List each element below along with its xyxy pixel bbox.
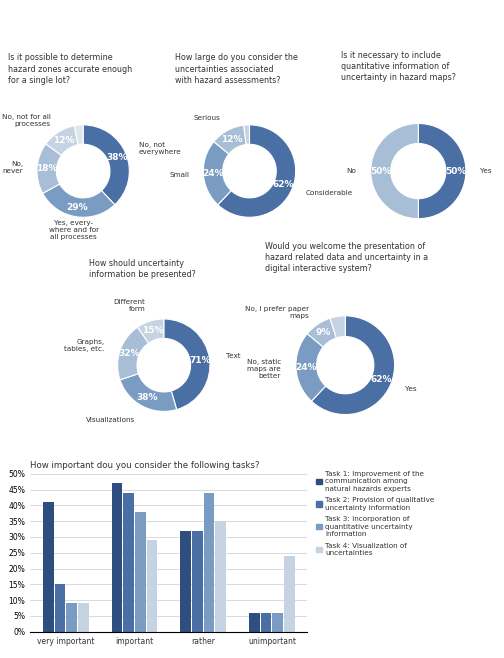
Text: Would you welcome the presentation of
hazard related data and uncertainty in a
d: Would you welcome the presentation of ha…	[265, 242, 428, 273]
Text: 62%: 62%	[273, 180, 294, 189]
Text: Visualizations: Visualizations	[86, 417, 135, 423]
Wedge shape	[218, 125, 296, 217]
Text: 12%: 12%	[53, 136, 75, 145]
Text: 50%: 50%	[445, 166, 467, 176]
Wedge shape	[83, 125, 130, 205]
Legend: Task 1: Improvement of the
communication among
natural hazards experts, Task 2: : Task 1: Improvement of the communication…	[316, 470, 435, 556]
Bar	[192, 530, 203, 632]
Bar	[147, 540, 157, 632]
Bar	[215, 521, 226, 632]
Text: 29%: 29%	[67, 203, 88, 212]
Wedge shape	[203, 141, 231, 205]
Text: 9%: 9%	[316, 328, 331, 338]
Text: Different
form: Different form	[113, 299, 145, 312]
Bar	[43, 502, 53, 632]
Text: No, I prefer paper
maps: No, I prefer paper maps	[245, 305, 309, 318]
Bar	[249, 613, 260, 632]
Bar	[54, 584, 66, 632]
Wedge shape	[330, 316, 345, 338]
Wedge shape	[46, 126, 78, 155]
Text: 12%: 12%	[221, 135, 242, 143]
Text: Serious: Serious	[194, 115, 221, 122]
Text: 15%: 15%	[142, 326, 164, 335]
Text: 32%: 32%	[118, 349, 140, 358]
Text: No, not for all
processes: No, not for all processes	[2, 114, 51, 127]
Bar	[78, 603, 89, 632]
Text: 24%: 24%	[295, 363, 317, 372]
Text: 71%: 71%	[189, 355, 211, 365]
Bar	[261, 613, 272, 632]
Text: No, static
maps are
better: No, static maps are better	[247, 359, 281, 379]
Text: 38%: 38%	[136, 393, 158, 402]
Text: 38%: 38%	[106, 153, 128, 162]
Bar	[180, 530, 191, 632]
Text: How important dou you consider the following tasks?: How important dou you consider the follo…	[30, 461, 260, 470]
Text: No: No	[347, 168, 356, 174]
Wedge shape	[371, 124, 418, 218]
Wedge shape	[37, 144, 61, 193]
Wedge shape	[164, 319, 210, 409]
Text: Graphs,
tables, etc.: Graphs, tables, etc.	[65, 339, 105, 352]
Wedge shape	[214, 125, 246, 154]
Wedge shape	[418, 124, 466, 218]
Wedge shape	[296, 334, 326, 401]
Text: 50%: 50%	[370, 166, 392, 176]
Text: Yes: Yes	[480, 168, 492, 174]
Text: Yes: Yes	[405, 386, 416, 392]
Text: No,
never: No, never	[3, 161, 23, 174]
Text: How should uncertainty
information be presented?: How should uncertainty information be pr…	[89, 259, 196, 279]
Bar	[123, 493, 134, 632]
Wedge shape	[307, 318, 336, 347]
Text: 24%: 24%	[202, 169, 224, 178]
Wedge shape	[311, 316, 395, 415]
Bar	[204, 493, 214, 632]
Bar	[284, 556, 295, 632]
Bar	[272, 613, 283, 632]
Bar	[135, 512, 146, 632]
Wedge shape	[117, 327, 149, 380]
Text: Is it necessary to include
quantitative information of
uncertainty in hazard map: Is it necessary to include quantitative …	[341, 51, 456, 82]
Text: Is it possible to determine
hazard zones accurate enough
for a single lot?: Is it possible to determine hazard zones…	[8, 53, 133, 85]
Text: 18%: 18%	[36, 164, 57, 173]
Wedge shape	[43, 184, 115, 217]
Text: Text: Text	[226, 353, 240, 359]
Text: Small: Small	[169, 172, 190, 178]
Text: No, not
everywhere: No, not everywhere	[139, 143, 182, 155]
Wedge shape	[75, 125, 83, 145]
Bar	[66, 603, 77, 632]
Text: Yes, every-
where and for
all processes: Yes, every- where and for all processes	[49, 220, 99, 240]
Wedge shape	[120, 374, 177, 411]
Text: 62%: 62%	[371, 375, 392, 384]
Text: Considerable: Considerable	[305, 190, 353, 196]
Bar	[111, 483, 122, 632]
Wedge shape	[244, 125, 249, 145]
Text: How large do you consider the
uncertainties associated
with hazard assessments?: How large do you consider the uncertaint…	[175, 53, 297, 85]
Wedge shape	[138, 319, 164, 343]
